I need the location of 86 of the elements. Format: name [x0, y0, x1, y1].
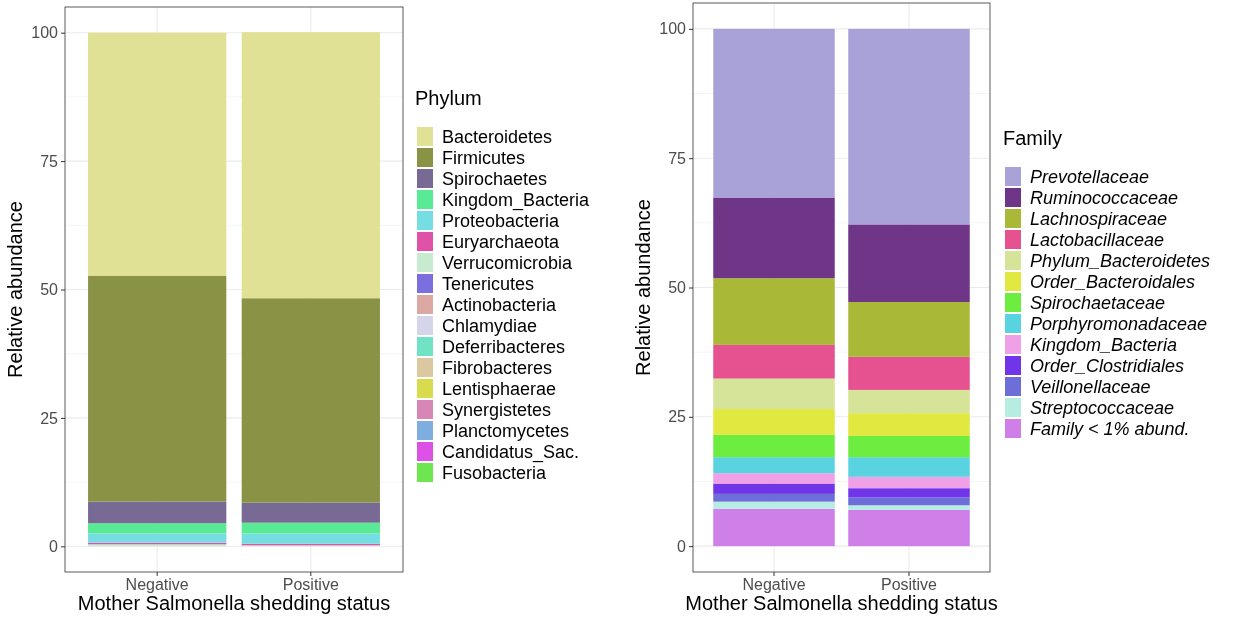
bar: [848, 435, 970, 458]
legend-label: Fibrobacteres: [442, 358, 553, 378]
legend-label: Veillonellaceae: [1030, 377, 1151, 397]
y-tick-label: 100: [659, 20, 687, 38]
bar: [241, 32, 380, 299]
legend-label: Euryarchaeota: [442, 232, 561, 252]
legend-label: Chlamydiae: [442, 316, 538, 336]
y-tick-label: 50: [40, 281, 59, 299]
bar: [88, 275, 227, 502]
legend-label: Actinobacteria: [442, 295, 558, 315]
legend-label: Synergistetes: [442, 400, 552, 420]
legend-label: Lactobacillaceae: [1030, 230, 1165, 250]
bar: [88, 32, 227, 276]
bar: [713, 344, 835, 379]
legend-label: Streptococcaceae: [1030, 398, 1175, 418]
bar: [848, 488, 970, 498]
legend-label: Porphyromonadaceae: [1030, 314, 1208, 334]
y-tick-label: 75: [668, 149, 687, 167]
x-axis-title: Mother Salmonella shedding status: [685, 592, 998, 614]
legend-label: Bacteroidetes: [442, 127, 553, 147]
bar: [713, 278, 835, 345]
bar: [713, 493, 835, 502]
bar: [713, 457, 835, 474]
bar: [241, 522, 380, 534]
legend-label: Ruminococcaceae: [1030, 188, 1179, 208]
legend-label: Candidatus_Sac.: [442, 442, 580, 463]
y-axis-title: Relative abundance: [632, 199, 654, 376]
bar: [848, 505, 970, 510]
y-tick-label: 25: [40, 409, 59, 427]
bar: [713, 483, 835, 494]
legend-label: Spirochaetes: [442, 169, 548, 189]
legend-label: Proteobacteria: [442, 211, 561, 231]
x-tick-label: Positive: [282, 576, 339, 594]
y-tick-label: 25: [668, 408, 687, 426]
bar: [848, 457, 970, 477]
bar: [88, 501, 227, 524]
bar: [88, 523, 227, 534]
bar: [88, 533, 227, 543]
bar: [848, 509, 970, 547]
bar: [241, 298, 380, 503]
bar: [848, 301, 970, 357]
bar: [713, 197, 835, 279]
bar: [713, 473, 835, 484]
bar: [848, 413, 970, 436]
legend-label: Tenericutes: [442, 274, 535, 294]
y-tick-label: 75: [40, 152, 59, 170]
bar: [713, 434, 835, 458]
bar: [713, 28, 835, 198]
legend-label: Order_Bacteroidales: [1030, 272, 1196, 292]
legend-label: Lentisphaerae: [442, 379, 557, 399]
bar: [713, 378, 835, 410]
y-tick-label: 0: [49, 537, 59, 555]
legend-label: Spirochaetaceae: [1030, 293, 1166, 313]
bar: [241, 502, 380, 523]
legend-label: Kingdom_Bacteria: [442, 190, 591, 211]
legend-label: Planctomycetes: [442, 421, 570, 441]
legend-label: Kingdom_Bacteria: [1030, 335, 1178, 355]
bar: [241, 533, 380, 544]
bar: [848, 497, 970, 506]
bar: [713, 501, 835, 509]
x-tick-label: Positive: [880, 576, 938, 594]
x-tick-label: Negative: [125, 576, 189, 594]
y-tick-label: 100: [31, 24, 59, 42]
bar: [713, 508, 835, 547]
y-tick-label: 50: [668, 279, 687, 297]
y-tick-label: 0: [677, 537, 687, 555]
legend-label: Verrucomicrobia: [442, 253, 574, 273]
legend-label: Deferribacteres: [442, 337, 566, 357]
y-axis-title: Relative abundance: [4, 201, 26, 378]
legend-label: Order_Clostridiales: [1030, 356, 1185, 376]
legend-label: Prevotellaceae: [1030, 167, 1150, 187]
legend-label: Lachnospiraceae: [1030, 209, 1168, 229]
bar: [848, 28, 970, 225]
legend-label: Family < 1% abund.: [1030, 419, 1190, 439]
bar: [848, 476, 970, 489]
bar: [848, 389, 970, 414]
legend-title: Family: [1003, 127, 1062, 149]
legend-label: Phylum_Bacteroidetes: [1030, 251, 1211, 271]
x-axis-title: Mother Salmonella shedding status: [77, 592, 391, 614]
bar: [848, 356, 970, 390]
legend-label: Firmicutes: [442, 148, 526, 168]
bar: [713, 409, 835, 435]
bar: [848, 224, 970, 302]
x-tick-label: Negative: [742, 576, 806, 594]
legend-label: Fusobacteria: [442, 463, 548, 483]
legend-title: Phylum: [415, 87, 482, 109]
